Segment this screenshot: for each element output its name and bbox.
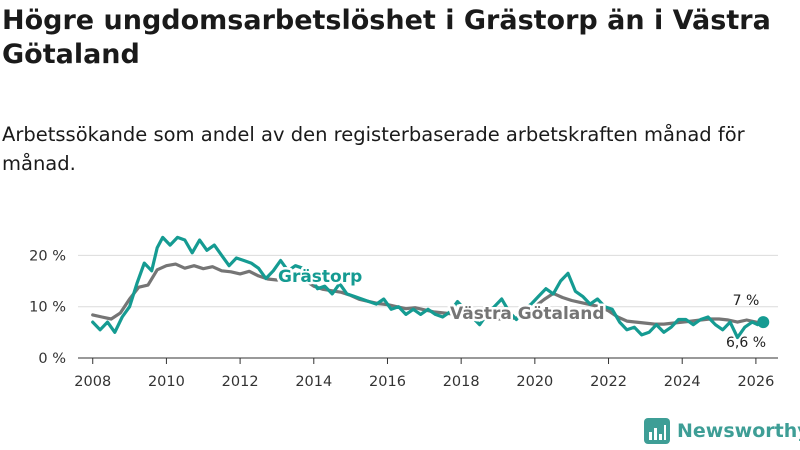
x-tick-label: 2026	[737, 374, 774, 390]
end-label-grastorp: 7 %	[733, 293, 760, 309]
series-label-vastra-gotaland: Västra Götaland	[450, 304, 605, 324]
series-line-grastorp	[91, 235, 765, 340]
series-label-vastra-gotaland-halo: Västra Götaland	[450, 304, 605, 324]
newsworthy-logo: Newsworthy	[644, 418, 800, 444]
x-axis	[78, 357, 778, 364]
series-lines	[91, 235, 770, 340]
end-point-grastorp	[757, 316, 770, 329]
y-tick-label: 20 %	[29, 248, 66, 264]
x-tick-label: 2020	[516, 374, 553, 390]
x-tick-label: 2016	[369, 374, 406, 390]
series-label-grastorp-halo: Grästorp	[278, 267, 362, 287]
x-tick-label: 2008	[74, 374, 111, 390]
chart-title: Högre ungdomsarbetslöshet i Grästorp än …	[2, 5, 771, 70]
y-tick-label: 0 %	[38, 351, 66, 367]
y-tick-label: 10 %	[29, 300, 66, 316]
x-tick-label: 2012	[222, 374, 259, 390]
brand-name: Newsworthy	[677, 420, 800, 442]
x-axis-labels: 2008 2010 2012 2014 2016 2018 2020 2022 2024 2026	[74, 374, 774, 390]
newsworthy-logo-icon	[644, 418, 670, 444]
chart-subtitle: Arbetssökande som andel av den registerb…	[2, 123, 745, 175]
x-tick-label: 2014	[295, 374, 332, 390]
series-label-grastorp: Grästorp	[278, 267, 362, 287]
x-tick-label: 2022	[590, 374, 627, 390]
x-tick-label: 2010	[148, 374, 185, 390]
y-axis-labels: 0 % 10 % 20 %	[29, 248, 66, 367]
gridlines	[78, 254, 778, 308]
series-line-vastra-gotaland	[91, 262, 765, 326]
x-tick-label: 2018	[443, 374, 480, 390]
end-label-vastra-gotaland: 6,6 %	[726, 335, 766, 351]
x-tick-label: 2024	[664, 374, 701, 390]
